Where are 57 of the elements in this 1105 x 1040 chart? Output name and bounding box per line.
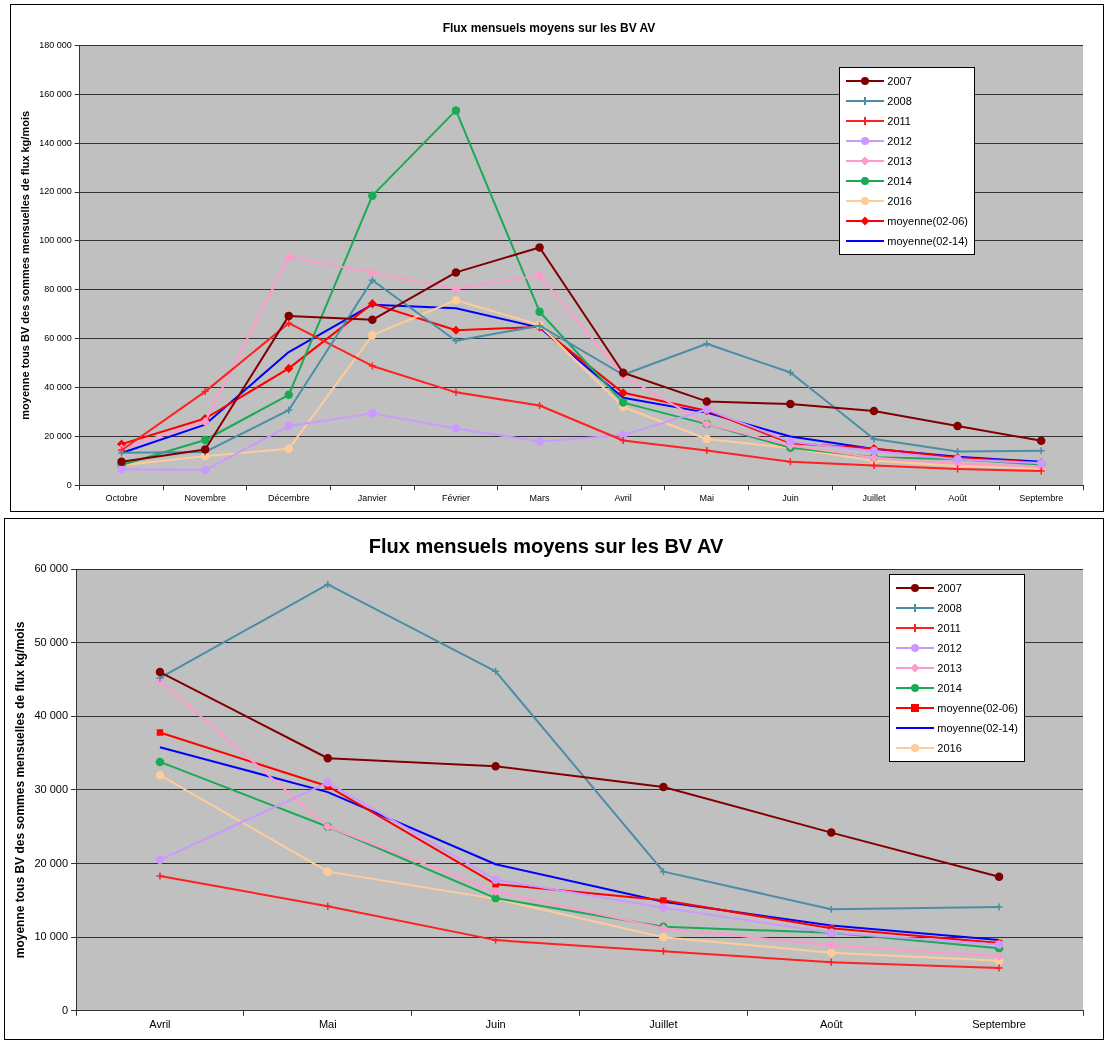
x-tick-label: Décembre: [267, 493, 310, 504]
x-tick-label: Octobre: [105, 493, 138, 504]
y-tick-label: 40 000: [34, 709, 69, 722]
x-tick-label: Août: [948, 493, 968, 504]
legend-label: 2011: [887, 115, 911, 127]
y-tick-label: 40 000: [44, 381, 72, 392]
legend-label: 2014: [937, 682, 962, 694]
x-tick-label: Juillet: [862, 493, 886, 504]
chart-title: Flux mensuels moyens sur les BV AV: [442, 20, 656, 35]
legend-label: moyenne(02-14): [887, 235, 968, 247]
x-tick-label: Juin: [485, 1018, 506, 1031]
x-tick-label: Juin: [782, 493, 799, 504]
y-tick-label: 80 000: [44, 284, 72, 295]
y-tick-label: 0: [61, 1003, 69, 1016]
y-tick-label: 20 000: [44, 430, 72, 441]
legend-label: 2011: [937, 622, 961, 634]
legend-label: moyenne(02-06): [887, 215, 968, 227]
x-tick-label: Septembre: [1019, 493, 1064, 504]
legend-label: moyenne(02-06): [937, 702, 1018, 714]
x-tick-label: Juillet: [649, 1018, 678, 1031]
legend-label: 2013: [887, 155, 912, 167]
x-tick-label: Septembre: [972, 1018, 1026, 1031]
y-axis-title: moyenne tous BV des sommes mensuelles de flux kg/mois: [18, 110, 31, 420]
y-tick-label: 20 000: [34, 856, 69, 869]
legend-label: 2007: [887, 75, 912, 87]
x-tick-label: Avril: [149, 1018, 171, 1031]
y-tick-label: 120 000: [39, 186, 72, 197]
legend-label: 2014: [887, 175, 912, 187]
y-axis-title: moyenne tous BV des sommes mensuelles de flux kg/mois: [12, 621, 27, 959]
x-tick-label: Août: [819, 1018, 843, 1031]
x-tick-label: Mars: [529, 493, 551, 504]
legend-label: 2016: [887, 195, 912, 207]
x-tick-label: Avril: [614, 493, 632, 504]
x-tick-label: Février: [441, 493, 470, 504]
y-tick-label: 30 000: [34, 782, 69, 795]
y-tick-label: 60 000: [34, 562, 69, 575]
chart-title: Flux mensuels moyens sur les BV AV: [368, 534, 724, 557]
legend-label: 2007: [937, 582, 962, 594]
y-tick-label: 10 000: [34, 930, 69, 943]
legend-label: 2013: [937, 662, 962, 674]
y-tick-label: 180 000: [39, 39, 72, 50]
legend-label: 2012: [937, 642, 962, 654]
y-tick-label: 60 000: [44, 333, 72, 344]
y-tick-label: 140 000: [39, 137, 72, 148]
y-tick-label: 50 000: [34, 635, 69, 648]
x-tick-label: Mai: [699, 493, 715, 504]
legend-label: 2008: [937, 602, 962, 614]
legend-label: 2008: [887, 95, 912, 107]
x-tick-label: Novembre: [184, 493, 226, 504]
legend-label: 2016: [937, 742, 962, 754]
y-tick-label: 100 000: [39, 235, 72, 246]
y-tick-label: 0: [66, 479, 72, 490]
x-tick-label: Mai: [318, 1018, 337, 1031]
y-tick-label: 160 000: [39, 88, 72, 99]
legend-label: moyenne(02-14): [937, 722, 1018, 734]
legend-label: 2012: [887, 135, 912, 147]
x-tick-label: Janvier: [357, 493, 387, 504]
